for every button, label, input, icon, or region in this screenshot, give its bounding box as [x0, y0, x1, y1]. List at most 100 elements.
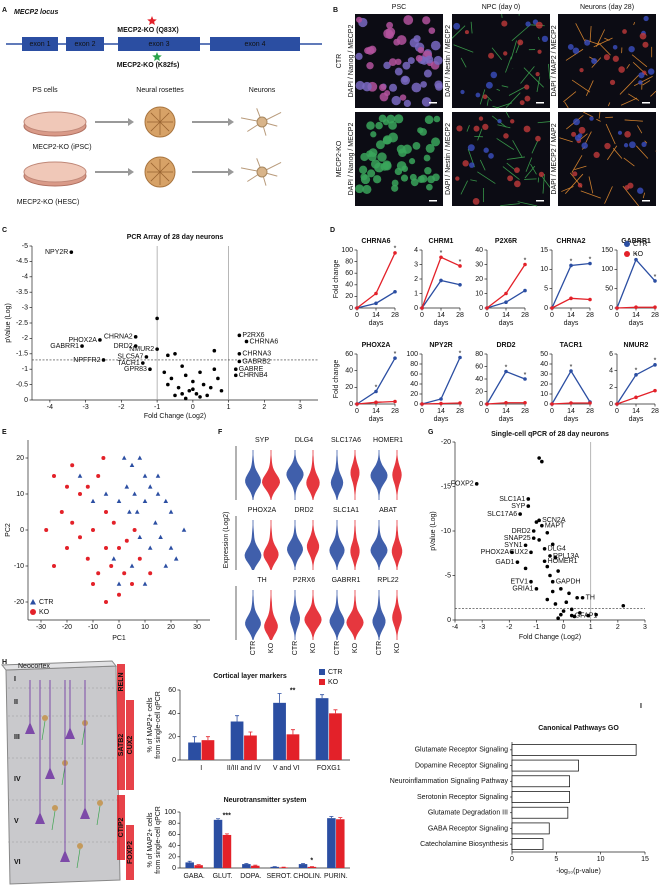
point: [77, 473, 83, 478]
y-tick-label: Glutamate Receptor Signaling: [415, 747, 508, 754]
point: [523, 288, 527, 293]
violin: [264, 590, 278, 640]
nucleus: [428, 27, 436, 34]
point: [523, 566, 528, 571]
x-tick-label: 3: [298, 404, 302, 411]
y-tick-label: 20: [345, 384, 353, 391]
y-tick-label: 0: [479, 401, 483, 408]
significance: *: [394, 351, 397, 358]
stain-label: DAPI / Nestin / MECP2: [445, 25, 452, 97]
neurite: [500, 203, 520, 206]
neurite: [637, 125, 643, 134]
nucleus: [360, 174, 371, 185]
point-label: NMUR2: [129, 346, 154, 353]
point: [169, 376, 174, 381]
chart-title: DRD2: [496, 342, 515, 349]
nucleus: [519, 100, 525, 106]
scale-bar: [429, 200, 437, 202]
y-tick-label: 5: [544, 286, 548, 293]
mutation-label: MECP2-KO (K82fs): [117, 62, 180, 69]
x-tick-label: V and VI: [273, 765, 300, 772]
nucleus: [359, 165, 368, 174]
point: [212, 348, 217, 353]
nucleus: [455, 176, 460, 181]
x-axis-label: days: [499, 416, 514, 423]
y-tick-label: 100: [601, 266, 613, 273]
y-tick-label: 40: [345, 282, 353, 289]
point: [147, 545, 153, 550]
axon: [76, 848, 81, 869]
neurite: [574, 165, 587, 171]
y-tick-label: -20: [441, 439, 451, 446]
rosette-line: [159, 112, 170, 123]
point: [653, 305, 657, 310]
nucleus: [488, 52, 495, 59]
marker-label: CTIP2: [118, 817, 125, 837]
significance: *: [375, 384, 378, 391]
x-axis-label: days: [564, 416, 579, 423]
y-tick-label: Glutamate Degradation III: [428, 810, 508, 817]
x-tick-label: GABA.: [183, 873, 204, 880]
x-tick-label: 0: [562, 624, 566, 631]
nucleus: [638, 80, 643, 85]
x-tick-label: 14: [372, 312, 380, 319]
nucleus: [434, 80, 443, 89]
x-axis-label: days: [499, 320, 514, 327]
x-tick-label: -20: [62, 624, 72, 631]
x-tick-label: CTR: [292, 641, 299, 655]
neurite: [620, 97, 638, 106]
point: [537, 538, 541, 542]
point: [173, 556, 179, 561]
point: [103, 491, 109, 496]
nucleus: [571, 131, 577, 137]
point: [515, 560, 520, 564]
neurite: [575, 23, 587, 43]
point: [124, 538, 129, 543]
nucleus: [417, 175, 425, 184]
neurite: [453, 44, 474, 53]
x-tick-label: 28: [586, 408, 594, 415]
violin-gene: DLG4: [295, 437, 313, 444]
neurite: [650, 90, 657, 97]
layer-label: III: [14, 734, 20, 741]
point: [615, 402, 619, 406]
y-tick-label: 60: [345, 351, 353, 358]
error-bar: [248, 731, 253, 736]
nucleus: [572, 171, 578, 177]
legend-label: KO: [328, 679, 339, 686]
x-axis-label: Fold Change (Log2): [519, 634, 581, 641]
point: [420, 306, 424, 310]
x-tick-label: 28: [521, 312, 529, 319]
exon-label: exon 3: [148, 41, 169, 48]
nucleus: [396, 161, 407, 171]
nucleus: [432, 173, 440, 182]
y-tick-label: 40: [475, 247, 483, 254]
point: [205, 393, 209, 398]
point: [70, 463, 75, 468]
column-title: NPC (day 0): [482, 4, 521, 11]
neurite: [470, 179, 477, 182]
nucleus: [497, 118, 502, 124]
point: [569, 607, 574, 612]
neurite: [607, 145, 618, 161]
neurite: [564, 173, 584, 194]
point-label: ETV1: [510, 579, 528, 586]
nucleus: [422, 16, 431, 25]
x-tick-label: 14: [632, 312, 640, 319]
point: [393, 399, 397, 404]
y-tick-label: 80: [410, 361, 418, 368]
y-tick-label: 0: [479, 305, 483, 312]
point: [439, 397, 443, 401]
chart-title: Canonical Pathways GO: [538, 725, 619, 732]
point: [580, 595, 585, 600]
mutation-label: MECP2-KO (Q83X): [117, 27, 178, 34]
y-tick-label: 0: [349, 401, 353, 408]
point: [569, 401, 573, 405]
violin: [350, 450, 360, 500]
nucleus: [388, 121, 397, 130]
y-tick-label: 0: [20, 527, 24, 534]
violin: [306, 520, 320, 570]
y-tick-label: 20: [168, 734, 176, 741]
y-tick-label: 10: [475, 290, 483, 297]
bar: [329, 713, 342, 760]
